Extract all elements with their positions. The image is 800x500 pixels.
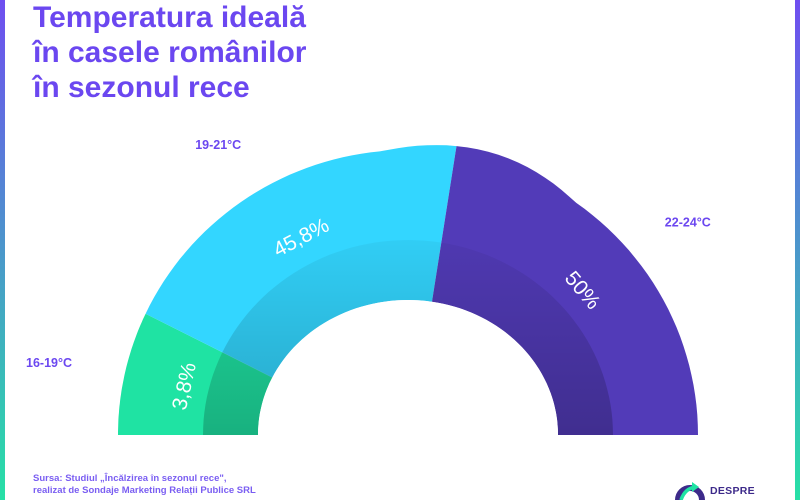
title-line-2: în casele românilor: [33, 36, 307, 69]
source-line-2: realizat de Sondaje Marketing Relații Pu…: [33, 485, 256, 496]
left-border: [0, 0, 5, 500]
chart-category-labels: 16-19°C 19-21°C 22-24°C: [26, 138, 711, 370]
inner-ring-shade: [203, 240, 613, 435]
logo-text: DESPRE: [710, 485, 755, 497]
donut-hole: [258, 300, 558, 435]
inner-ring: [203, 240, 613, 435]
center-hole: [258, 300, 558, 435]
title-line-3: în sezonul rece: [33, 71, 250, 104]
brand-logo[interactable]: DESPRE: [672, 474, 800, 500]
logo-arrow-icon: [675, 482, 705, 500]
category-label-3: 22-24°C: [665, 215, 711, 229]
right-border: [795, 0, 800, 500]
category-label-2: 19-21°C: [195, 138, 241, 152]
title-line-1: Temperatura ideală: [33, 1, 306, 34]
page-title: Temperatura ideală în casele românilor î…: [33, 0, 306, 105]
slice-3: [432, 146, 698, 435]
category-label-1: 16-19°C: [26, 356, 72, 370]
source-note: Sursa: Studiul „Încălzirea în sezonul re…: [33, 473, 256, 497]
source-line-1: Sursa: Studiul „Încălzirea în sezonul re…: [33, 473, 227, 484]
slice-2: [145, 145, 457, 378]
